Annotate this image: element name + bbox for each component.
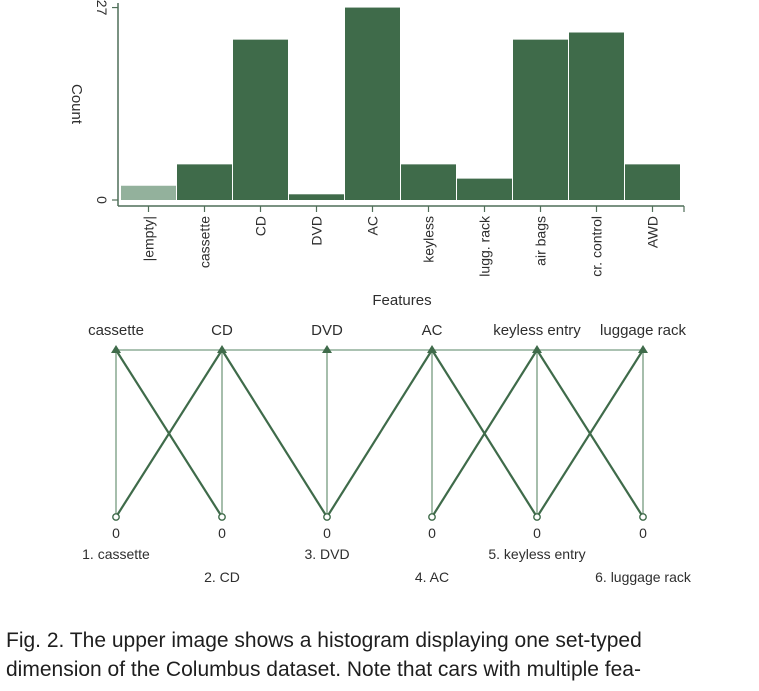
pc-axis-min-label-5: 0 <box>639 525 647 541</box>
y-tick-label-0: 0 <box>94 196 110 204</box>
pc-axis-arrow-5 <box>638 345 648 353</box>
parallel-coordinates-plot: cassette CD DVD AC keyless entry luggage rack… <box>82 322 692 585</box>
histogram-bar-4 <box>345 7 400 201</box>
x-tick-label-6: lugg. rack <box>477 215 493 277</box>
histogram-bar-2 <box>233 39 288 200</box>
histogram-y-ticks: 0 27 <box>94 0 118 204</box>
pc-axis-arrow-0 <box>111 345 121 353</box>
histogram-y-axis-title: Count <box>68 84 85 125</box>
x-tick-label-8: cr. control <box>589 216 605 277</box>
pc-axis-origin-0 <box>112 513 120 521</box>
histogram: 0 27 |empty| cassette CD DVD AC keyless lugg. r… <box>68 0 685 309</box>
y-tick-label-1: 27 <box>94 0 110 16</box>
x-tick-label-1: cassette <box>197 216 213 268</box>
x-tick-label-3: DVD <box>309 216 325 246</box>
pc-axis-title-0: cassette <box>88 322 144 339</box>
caption-line-2: dimension of the Columbus dataset. Note … <box>6 658 641 681</box>
pc-axis-origin-2 <box>323 513 331 521</box>
histogram-bar-6 <box>457 178 512 200</box>
histogram-x-axis-title: Features <box>372 292 431 309</box>
figure: 0 27 |empty| cassette CD DVD AC keyless lugg. r… <box>68 0 692 585</box>
pc-line-down-1 <box>221 349 328 518</box>
pc-line-up-4 <box>536 349 644 518</box>
figure-caption: Fig. 2. The upper image shows a histogra… <box>6 626 756 684</box>
x-tick-label-4: AC <box>365 216 381 235</box>
pc-axis-title-3: AC <box>422 322 443 339</box>
pc-line-up-3 <box>431 349 538 518</box>
pc-axis-title-1: CD <box>211 322 233 339</box>
histogram-x-ticks: |empty| cassette CD DVD AC keyless lugg. rack a… <box>141 206 685 277</box>
pc-axis-title-2: DVD <box>311 322 343 339</box>
pc-axis-origin-4 <box>533 513 541 521</box>
pc-line-up-2 <box>326 349 433 518</box>
pc-bottom-label-3: 4. AC <box>415 569 449 585</box>
pc-bottom-label-1: 2. CD <box>204 569 240 585</box>
x-tick-label-2: CD <box>253 216 269 236</box>
pc-axis-title-5: luggage rack <box>600 322 686 339</box>
pc-axis-arrow-2 <box>322 345 332 353</box>
x-tick-label-0: |empty| <box>141 216 157 261</box>
pc-axis-arrow-1 <box>217 345 227 353</box>
pc-axis-min-label-2: 0 <box>323 525 331 541</box>
pc-axis-arrow-4 <box>532 345 542 353</box>
histogram-bar-0 <box>121 185 176 200</box>
histogram-bar-9 <box>625 164 680 200</box>
pc-axis-origin-5 <box>639 513 647 521</box>
pc-bottom-label-2: 3. DVD <box>304 546 349 562</box>
x-tick-label-9: AWD <box>645 216 661 248</box>
pc-bottom-label-4: 5. keyless entry <box>488 546 585 562</box>
histogram-bar-8 <box>569 32 624 200</box>
pc-axis-arrow-3 <box>427 345 437 353</box>
pc-axis-origin-1 <box>218 513 226 521</box>
pc-axis-min-label-4: 0 <box>533 525 541 541</box>
histogram-bar-7 <box>513 39 568 200</box>
pc-bottom-label-5: 6. luggage rack <box>595 569 692 585</box>
x-tick-label-7: air bags <box>533 216 549 266</box>
x-tick-label-5: keyless <box>421 216 437 263</box>
pc-line-up-0 <box>115 349 223 518</box>
histogram-bar-5 <box>401 164 456 200</box>
pc-axis-min-label-3: 0 <box>428 525 436 541</box>
caption-line-1: Fig. 2. The upper image shows a histogra… <box>6 629 642 652</box>
pc-axis-min-label-1: 0 <box>218 525 226 541</box>
histogram-bar-3 <box>289 194 344 200</box>
pc-bottom-label-0: 1. cassette <box>82 546 150 562</box>
pc-axis-origin-3 <box>428 513 436 521</box>
histogram-bar-1 <box>177 164 232 200</box>
histogram-bars <box>121 7 680 201</box>
pc-axis-min-label-0: 0 <box>112 525 120 541</box>
pc-axis-title-4: keyless entry <box>493 322 581 339</box>
